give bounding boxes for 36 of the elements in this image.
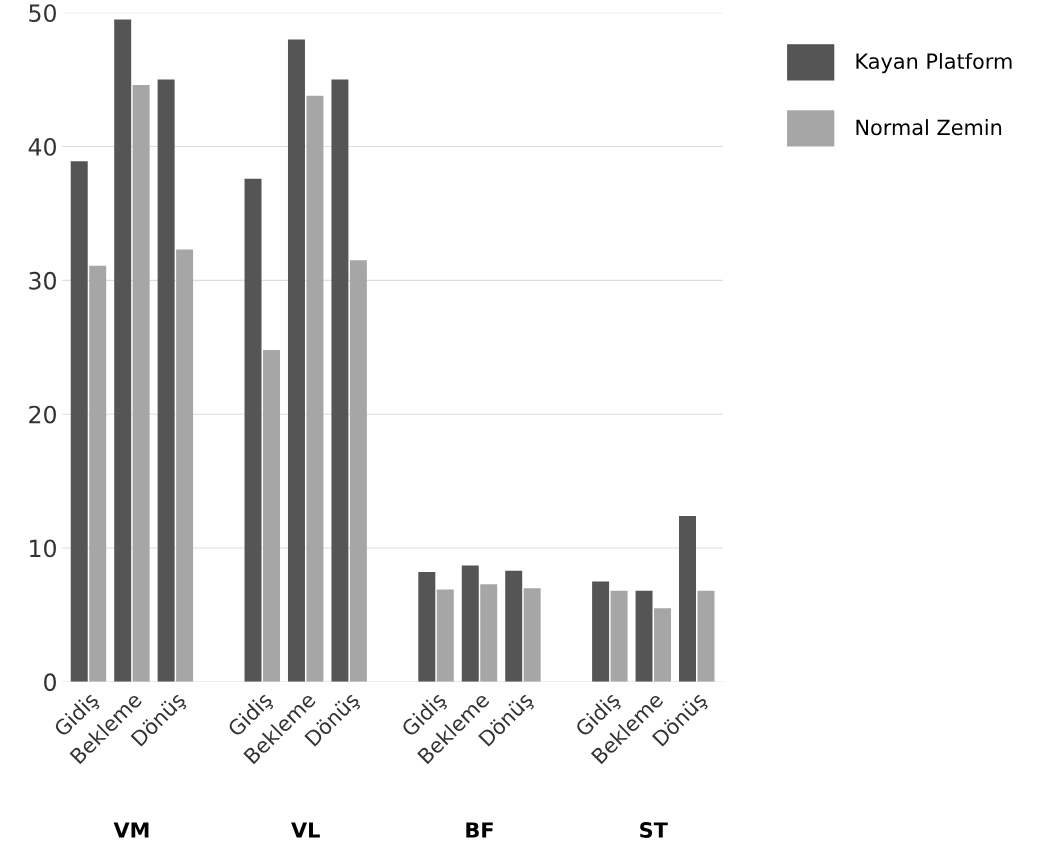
bar xyxy=(523,588,541,682)
y-tick-label: 20 xyxy=(29,405,56,424)
bar xyxy=(331,79,349,682)
bar xyxy=(679,515,696,682)
bar xyxy=(635,590,653,682)
y-tick-label: 30 xyxy=(29,271,56,290)
bar xyxy=(505,570,523,682)
bar xyxy=(480,584,498,682)
bar xyxy=(114,19,132,682)
bar xyxy=(263,349,280,682)
text: BF xyxy=(466,822,493,838)
y-tick-label: 50 xyxy=(29,4,56,23)
bar xyxy=(654,608,672,682)
y-tick-label: 40 xyxy=(28,137,56,156)
bar xyxy=(89,265,107,682)
bar xyxy=(697,590,715,682)
y-tick-label: 0 xyxy=(44,673,56,692)
bar xyxy=(461,565,479,682)
bar xyxy=(70,161,88,682)
bar xyxy=(157,79,175,682)
bar xyxy=(610,590,628,682)
legend-label: Kayan Platform xyxy=(856,52,1012,74)
bar xyxy=(349,260,367,682)
bar xyxy=(436,589,454,682)
bar xyxy=(132,84,150,682)
bar xyxy=(306,95,324,682)
text: VL xyxy=(291,822,320,838)
text: VM xyxy=(113,822,149,838)
legend-label: Normal Zemin xyxy=(856,119,1002,136)
bar xyxy=(418,572,436,682)
text: ST xyxy=(640,822,668,838)
bar xyxy=(244,178,262,682)
y-tick-label: 10 xyxy=(30,539,56,558)
bar xyxy=(592,581,610,682)
bar xyxy=(287,39,305,682)
bar xyxy=(176,249,194,682)
